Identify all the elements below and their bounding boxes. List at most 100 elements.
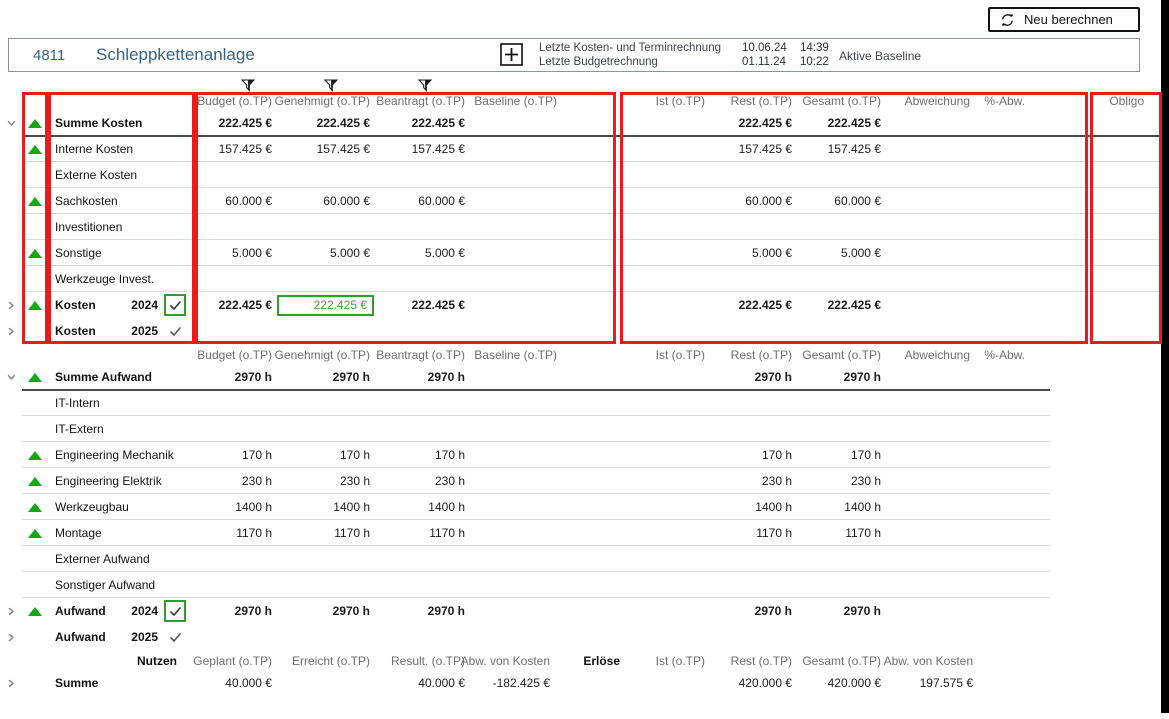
vertical-scrollbar[interactable] [1161,0,1169,713]
trend-cell [22,364,48,390]
filter-icon[interactable] [417,79,433,92]
check-icon [169,632,181,642]
row-investitionen: Investitionen [0,214,1162,240]
col-header-ist: Ist (o.TP) [655,348,705,362]
trend-cell [22,136,48,162]
cell-gesamt: 157.425 € [827,142,881,156]
cell-gesamt: 420.000 € [827,676,881,690]
year-label: 2024 [131,604,158,618]
cost-section: Budget (o.TP) Genehmigt (o.TP) Beantragt… [0,92,1162,344]
row-label: Werkzeugbau [55,500,129,514]
last-budget-date: 01.11.24 [742,56,786,68]
expand-toggle[interactable] [0,598,22,624]
expand-toggle[interactable] [0,110,22,136]
cell-beantragt: 170 h [434,448,465,462]
col-header-beantragt: Beantragt (o.TP) [376,348,465,362]
row-sonstige: Sonstige 5.000 € 5.000 € 5.000 € 5.000 €… [0,240,1162,266]
project-header: 4811 Schleppkettenanlage Letzte Kosten- … [8,38,1140,72]
cell-rest: 222.425 € [738,298,792,312]
row-aufwand-2025: Aufwand 2025 [0,624,1162,650]
cell-budget: 230 h [241,474,272,488]
col-header-genehmigt: Genehmigt (o.TP) [274,348,370,362]
expand-toggle[interactable] [0,318,22,344]
col-header-baseline: Baseline (o.TP) [474,94,557,108]
include-checkbox[interactable] [164,294,186,316]
cell-beantragt: 222.425 € [411,298,465,312]
row-kosten-2025: Kosten 2025 [0,318,1162,344]
filter-icon[interactable] [240,79,256,92]
include-checkbox[interactable] [164,626,186,648]
cell-budget: 2970 h [234,370,272,384]
row-label: Investitionen [55,220,123,234]
cell-abw-von-kosten: -182.425 € [492,676,550,690]
cell-erreicht [277,670,375,696]
selected-editable-cell[interactable]: 222.425 € [277,294,374,316]
row-summe-aufwand: Summe Aufwand 2970 h 2970 h 2970 h 2970 … [0,364,1162,391]
expand-toggle[interactable] [0,624,22,650]
col-header-budget: Budget (o.TP) [197,94,272,108]
cell-gesamt: 60.000 € [834,194,881,208]
cell-abweichung [886,110,975,136]
row-label: Summe Kosten [55,116,143,130]
cell-genehmigt: 222.425 € [316,116,370,130]
expand-toggle[interactable] [0,364,22,390]
col-header-result: Result. (o.TP) [390,654,465,668]
trend-cell [22,188,48,214]
col-header-baseline: Baseline (o.TP) [474,348,557,362]
row-externer-aufwand: Externer Aufwand [0,546,1162,572]
row-label: Aufwand 2024 [48,598,195,624]
cell-beantragt: 230 h [434,474,465,488]
expand-toggle[interactable] [0,292,22,318]
cell-gesamt: 1170 h [845,526,881,540]
row-label: IT-Extern [55,422,104,436]
add-button[interactable] [499,42,523,66]
year-label: 2025 [131,630,158,644]
row-label: Externer Aufwand [55,552,150,566]
cell-rest: 170 h [761,448,792,462]
col-header-obligo: Obligo [1109,94,1144,108]
recalculate-button[interactable]: Neu berechnen [988,7,1140,32]
cell-genehmigt: 1400 h [333,500,370,514]
trend-up-icon [28,144,42,154]
filter-icon[interactable] [323,79,339,92]
cell-rest: 230 h [761,474,792,488]
benefit-section: Nutzen Geplant (o.TP) Erreicht (o.TP) Re… [0,652,1162,696]
trend-up-icon [28,606,42,616]
cell-gesamt: 2970 h [843,604,881,618]
row-label: Kosten 2025 [48,318,195,344]
row-label: Montage [55,526,102,540]
col-header-gesamt: Gesamt (o.TP) [802,654,881,668]
row-label: Sonstige [55,246,102,260]
row-werkzeugbau: Werkzeugbau 1400 h 1400 h 1400 h 1400 h … [0,494,1162,520]
trend-cell [22,110,48,136]
trend-up-icon [28,372,42,382]
row-engineering-elektrik: Engineering Elektrik 230 h 230 h 230 h 2… [0,468,1162,494]
col-header-rest: Rest (o.TP) [730,348,792,362]
last-calc-date: 10.06.24 [742,42,787,54]
cell-rest: 1170 h [756,526,792,540]
row-kosten-2024: Kosten 2024 222.425 € 222.425 € 222.425 … [0,292,1162,318]
cell-beantragt: 222.425 € [411,116,465,130]
project-name: Schleppkettenanlage [96,45,255,64]
col-header-erreicht: Erreicht (o.TP) [291,654,370,668]
cell-abw-von-kosten-2: 197.575 € [919,676,973,690]
trend-up-icon [28,118,42,128]
row-it-intern: IT-Intern [0,390,1162,416]
include-checkbox[interactable] [164,600,186,622]
cell-obligo [1090,110,1162,136]
revenue-title: Erlöse [583,654,620,668]
trend-up-icon [28,528,42,538]
cell-genehmigt: 5.000 € [329,246,370,260]
cell-result: 40.000 € [418,676,465,690]
expand-toggle[interactable] [0,670,22,696]
cell-beantragt: 1170 h [429,526,465,540]
cell-budget: 2970 h [234,604,272,618]
trend-up-icon [28,476,42,486]
benefit-title: Nutzen [137,654,177,668]
row-engineering-mechanik: Engineering Mechanik 170 h 170 h 170 h 1… [0,442,1162,468]
chevron-right-icon [8,679,14,687]
cell-budget: 60.000 € [225,194,272,208]
last-budget-label: Letzte Budgetrechnung [539,56,658,68]
include-checkbox[interactable] [164,320,186,342]
check-icon [169,326,181,336]
